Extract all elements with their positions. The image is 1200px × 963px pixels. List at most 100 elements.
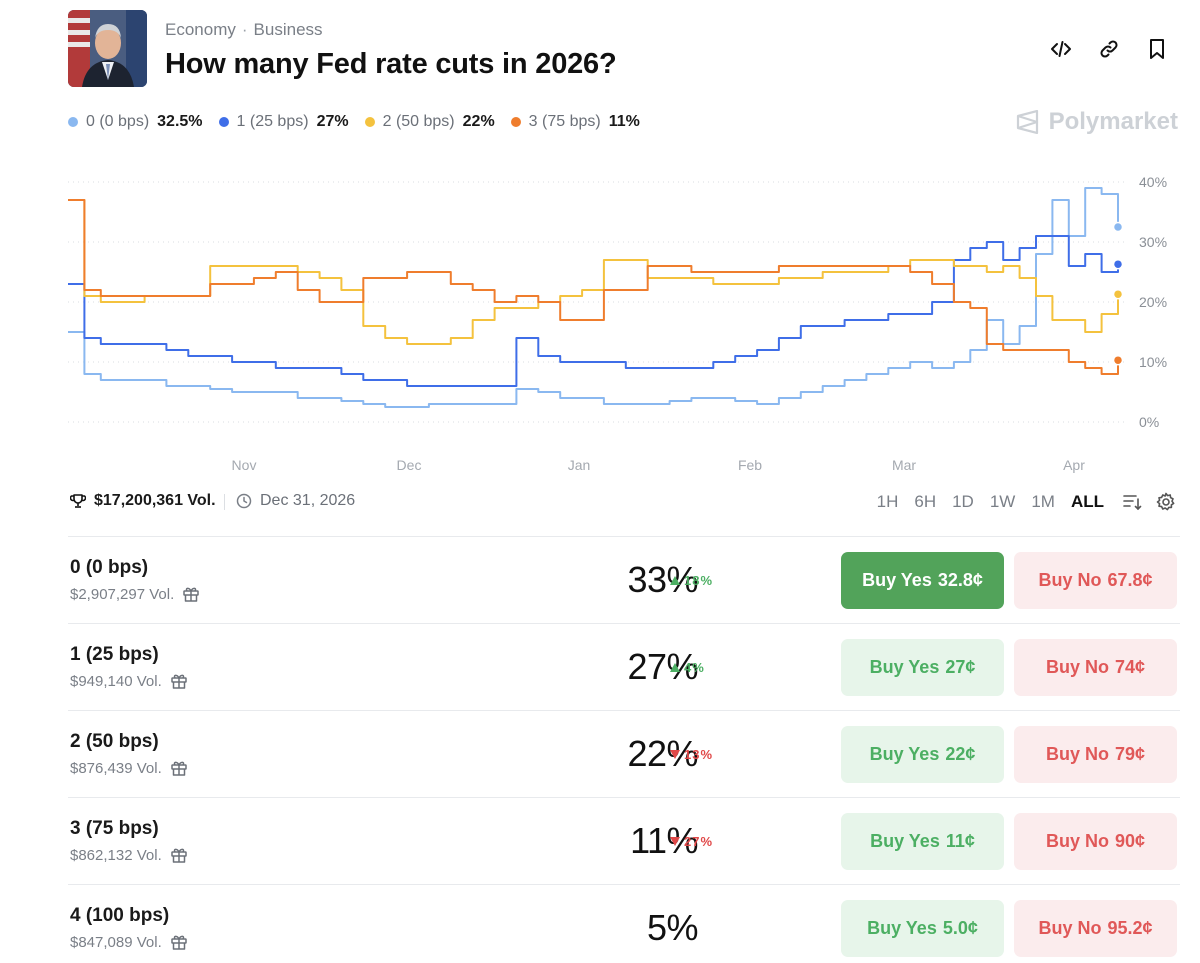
buy-no-button[interactable]: Buy No 95.2¢: [1014, 900, 1177, 957]
series-endpoint-2: [1112, 288, 1124, 300]
buy-yes-button[interactable]: Buy Yes 5.0¢: [841, 900, 1004, 957]
range-1d[interactable]: 1D: [952, 492, 974, 511]
stats-bar: $17,200,361 Vol. Dec 31, 2026 1H 6H 1D 1W 1M…: [68, 488, 1180, 516]
buy-yes-price: 22¢: [945, 744, 976, 764]
buy-no-button[interactable]: Buy No 79¢: [1014, 726, 1177, 783]
market-header: Economy · Business How many Fed rate cuts …: [68, 10, 1180, 90]
buy-yes-label: Buy Yes: [870, 831, 940, 851]
outcome-row[interactable]: 3 (75 bps) $862,132 Vol. 11% 27% Buy Yes 11¢ B…: [68, 797, 1180, 884]
market-image: [68, 10, 147, 87]
outcome-list: 0 (0 bps) $2,907,297 Vol. 33% 18% Buy Yes 32.…: [68, 536, 1180, 963]
range-1w[interactable]: 1W: [989, 492, 1016, 511]
legend-label: 1 (25 bps): [236, 113, 309, 130]
range-1m[interactable]: 1M: [1031, 492, 1055, 511]
buy-yes-button[interactable]: Buy Yes 11¢: [841, 813, 1004, 870]
buy-yes-button[interactable]: Buy Yes 27¢: [841, 639, 1004, 696]
page-title: How many Fed rate cuts in 2026?: [165, 48, 617, 80]
y-tick-label: 0%: [1139, 414, 1159, 430]
change-value: 4%: [684, 660, 705, 675]
series-endpoint-3: [1112, 354, 1124, 366]
outcome-volume-text: $949,140 Vol.: [70, 672, 162, 690]
category-link[interactable]: Economy: [165, 20, 236, 39]
series-line-0: [68, 187, 1119, 408]
clock-icon: [236, 493, 252, 509]
outcome-probability: 11%: [630, 820, 698, 861]
legend-item[interactable]: 2 (50 bps) 22%: [364, 113, 495, 131]
range-all[interactable]: ALL: [1070, 492, 1104, 511]
outcome-probability: 33%: [627, 559, 698, 600]
buy-no-price: 95.2¢: [1107, 918, 1153, 938]
subcategory-link[interactable]: Business: [253, 20, 323, 39]
triangle-down-icon: [670, 750, 680, 759]
outcome-volume: $847,089 Vol.: [70, 933, 188, 951]
buy-yes-price: 27¢: [945, 657, 976, 677]
change-badge: 27%: [670, 834, 713, 849]
gift-icon[interactable]: [170, 846, 188, 864]
buy-yes-label: Buy Yes: [869, 744, 940, 764]
legend-item[interactable]: 1 (25 bps) 27%: [218, 113, 349, 131]
buy-yes-price: 5.0¢: [942, 918, 978, 938]
buy-yes-label: Buy Yes: [867, 918, 937, 938]
gift-icon[interactable]: [170, 672, 188, 690]
outcome-probability: 22%: [627, 733, 698, 774]
end-date-text: Dec 31, 2026: [260, 492, 356, 509]
triangle-up-icon: [670, 576, 680, 585]
buy-no-button[interactable]: Buy No 74¢: [1014, 639, 1177, 696]
x-tick-label: Nov: [232, 457, 257, 473]
settings-gear-icon[interactable]: [1152, 490, 1180, 514]
bookmark-icon[interactable]: [1144, 36, 1170, 62]
buy-no-button[interactable]: Buy No 90¢: [1014, 813, 1177, 870]
y-tick-label: 30%: [1139, 234, 1167, 250]
buy-no-button[interactable]: Buy No 67.8¢: [1014, 552, 1177, 609]
outcome-row[interactable]: 2 (50 bps) $876,439 Vol. 22% 13% Buy Yes 22¢ B…: [68, 710, 1180, 797]
series-line-2: [68, 199, 1119, 345]
gift-icon[interactable]: [182, 585, 200, 603]
chart-legend: 0 (0 bps) 32.5% 1 (25 bps) 27% 2 (50 bps) 22%…: [68, 113, 640, 131]
legend-label: 3 (75 bps): [528, 113, 601, 130]
outcome-probability: 27%: [627, 646, 698, 687]
legend-label: 2 (50 bps): [382, 113, 455, 130]
triangle-up-icon: [670, 663, 680, 672]
x-tick-label: Feb: [738, 457, 762, 473]
brand-name: Polymarket: [1048, 108, 1178, 135]
outcome-volume-text: $862,132 Vol.: [70, 846, 162, 864]
total-volume-text: $17,200,361 Vol.: [94, 492, 216, 509]
y-tick-label: 20%: [1139, 294, 1167, 310]
legend-dot-icon: [364, 117, 375, 127]
legend-item[interactable]: 0 (0 bps) 32.5%: [68, 113, 203, 131]
buy-yes-price: 32.8¢: [937, 570, 983, 590]
legend-item[interactable]: 3 (75 bps) 11%: [510, 113, 640, 131]
buy-yes-label: Buy Yes: [862, 570, 932, 590]
legend-value: 27%: [316, 113, 349, 130]
buy-yes-button[interactable]: Buy Yes 22¢: [841, 726, 1004, 783]
legend-value: 32.5%: [157, 113, 203, 130]
legend-label: 0 (0 bps): [86, 113, 150, 130]
buy-yes-button[interactable]: Buy Yes 32.8¢: [841, 552, 1004, 609]
y-tick-label: 10%: [1139, 354, 1167, 370]
x-tick-label: Apr: [1063, 457, 1085, 473]
change-value: 13%: [684, 747, 714, 762]
time-range-selector: 1H 6H 1D 1W 1M ALL: [869, 490, 1180, 514]
buy-no-label: Buy No: [1045, 657, 1109, 677]
sort-filter-icon[interactable]: [1118, 490, 1146, 514]
range-1h[interactable]: 1H: [876, 492, 899, 511]
total-volume: $17,200,361 Vol.: [70, 492, 216, 510]
link-icon[interactable]: [1096, 36, 1122, 62]
range-6h[interactable]: 6H: [914, 492, 937, 511]
polymarket-logo: Polymarket: [1015, 108, 1178, 136]
buy-yes-label: Buy Yes: [869, 657, 940, 677]
triangle-down-icon: [670, 837, 680, 846]
embed-code-icon[interactable]: [1048, 36, 1074, 62]
series-endpoint-1: [1112, 258, 1124, 270]
outcome-name: 0 (0 bps): [70, 557, 149, 578]
gift-icon[interactable]: [170, 759, 188, 777]
series-line-1: [68, 235, 1119, 387]
outcome-row[interactable]: 1 (25 bps) $949,140 Vol. 27% 4% Buy Yes 27¢ Bu…: [68, 623, 1180, 710]
price-chart[interactable]: 40% 30% 20% 10% 0% Nov Dec Jan Feb Mar Apr: [68, 165, 1180, 480]
outcome-volume-text: $847,089 Vol.: [70, 933, 162, 951]
legend-dot-icon: [218, 117, 229, 127]
gift-icon[interactable]: [170, 933, 188, 951]
outcome-row[interactable]: 4 (100 bps) $847,089 Vol. 5% Buy Yes 5.0¢ Buy…: [68, 884, 1180, 963]
outcome-row[interactable]: 0 (0 bps) $2,907,297 Vol. 33% 18% Buy Yes 32.…: [68, 536, 1180, 623]
buy-no-price: 74¢: [1114, 657, 1146, 677]
